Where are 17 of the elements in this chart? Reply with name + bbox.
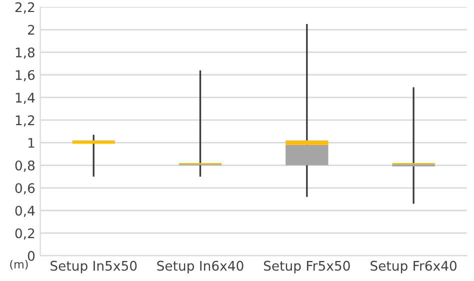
y-tick-label: 2 <box>28 24 34 35</box>
y-tick-label: 1,2 <box>16 115 34 127</box>
x-tick-label: Setup Fr5x50 <box>264 260 350 274</box>
y-tick-label: 1 <box>28 138 34 148</box>
y-tick-label: 0,2 <box>15 228 34 240</box>
y-tick-label: 1,6 <box>16 70 35 82</box>
y-tick-label: 0,4 <box>15 206 35 218</box>
y-axis-title: (m) <box>10 260 28 270</box>
y-tick-label: 0,8 <box>15 160 35 172</box>
y-tick-label: 1,4 <box>16 92 35 104</box>
y-tick-label: 0,6 <box>15 183 35 194</box>
x-tick-label: Setup Fr6x40 <box>370 260 457 274</box>
x-tick-label: Setup In5x50 <box>50 260 137 274</box>
y-tick-label: 1,8 <box>16 47 35 59</box>
y-tick-label: 2,2 <box>15 2 34 14</box>
y-tick-label: 0 <box>28 250 35 261</box>
x-tick-label: Setup In6x40 <box>157 260 244 274</box>
